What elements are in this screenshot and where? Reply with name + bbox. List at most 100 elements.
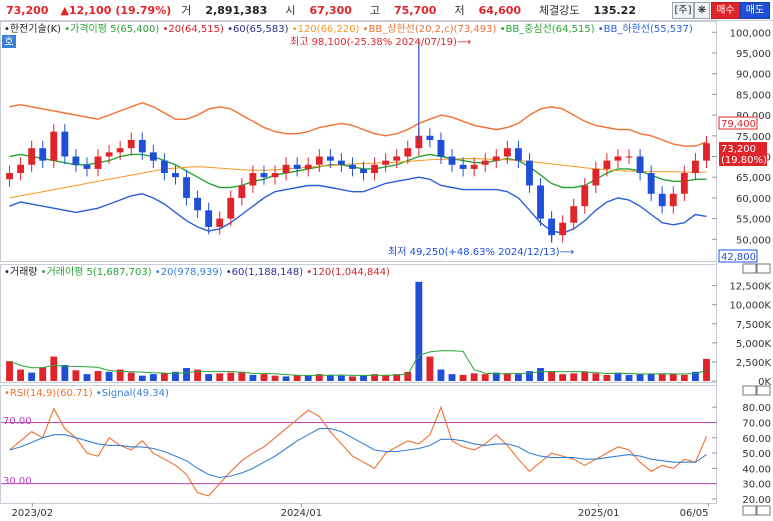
price-tick-label: 95,000	[736, 49, 771, 60]
volume-bar	[216, 373, 224, 381]
candle-body	[205, 210, 213, 227]
date-tick-label: 2023/02	[12, 508, 54, 519]
price-tick-label: 75,000	[736, 132, 771, 143]
candle-body	[570, 206, 578, 223]
quote-badge[interactable]	[2, 35, 16, 48]
volume-bar	[138, 375, 146, 381]
sell-button[interactable]: 매도	[740, 2, 770, 19]
candle-body	[393, 156, 401, 161]
date-tick-label: 06/05	[680, 508, 709, 519]
candle-body	[581, 185, 589, 207]
volume-bar	[603, 374, 611, 381]
price-series-line	[9, 158, 707, 199]
volume-bar	[360, 375, 367, 381]
volume-bar	[481, 374, 489, 381]
candle-body	[304, 164, 312, 169]
rsi-tick-label: 40.00	[742, 464, 771, 475]
volume-bar	[680, 374, 688, 381]
volume-legend: •거래량 •거래이평 5(1,687,703) •20(978,939) •60…	[4, 266, 390, 278]
volume-label: 거	[181, 4, 192, 17]
panel-frames	[0, 21, 717, 504]
candle-body	[426, 135, 434, 140]
upper-band-tag	[718, 116, 758, 130]
legend-entry: •거래량	[4, 266, 38, 278]
volume-bar	[647, 373, 655, 381]
volume-bar	[271, 375, 279, 381]
volume-bar	[503, 373, 511, 381]
close-icon[interactable]	[756, 505, 771, 516]
volume-bar	[459, 374, 467, 381]
close-icon[interactable]	[756, 263, 771, 274]
candle-body	[537, 185, 544, 219]
open-value: 67,300	[309, 3, 352, 17]
candle-body	[614, 156, 622, 161]
candle-body	[83, 164, 91, 169]
volume-bar	[669, 373, 677, 381]
max-price-note: 최고 98,100(-25.38% 2024/07/19)⟶	[290, 36, 471, 48]
open-label: 시	[285, 4, 296, 17]
volume-bar	[149, 374, 157, 381]
rsi-series-line	[9, 428, 707, 479]
price-change-pct: (19.79%)	[115, 3, 172, 17]
volume-bar	[61, 364, 69, 381]
date-tick-label: 2025/01	[578, 508, 620, 519]
lower-price-tag-text: 42,800	[721, 252, 756, 263]
minimize-icon[interactable]	[742, 263, 757, 274]
close-icon[interactable]	[756, 385, 771, 396]
volume-bar	[404, 371, 412, 381]
volume-bar	[105, 371, 113, 381]
volume-bar	[127, 372, 135, 381]
candle-body	[271, 173, 279, 178]
candle-body	[183, 177, 190, 198]
volume-ma-line	[9, 350, 707, 376]
minimize-icon[interactable]	[742, 505, 757, 516]
rsi-tick-label: 60.00	[742, 434, 771, 445]
candle-body	[636, 156, 644, 174]
volume-panel-controls[interactable]	[742, 385, 771, 396]
volume-bar	[227, 372, 235, 381]
minimize-icon[interactable]	[742, 385, 757, 396]
settings-star-button[interactable]: ❋	[694, 2, 710, 19]
volume-bar	[293, 374, 301, 381]
candle-body	[72, 156, 80, 165]
candle-body	[260, 173, 268, 178]
candle-body	[105, 152, 113, 157]
volume-bar	[448, 374, 456, 381]
rsi-panel-controls[interactable]	[742, 505, 771, 516]
candle-body	[149, 152, 157, 161]
price-tick-label: 60,000	[736, 194, 771, 205]
buy-button[interactable]: 매수	[711, 2, 740, 19]
candle-body	[514, 148, 522, 161]
volume-bar	[526, 371, 533, 381]
volume-bar	[72, 370, 80, 381]
volume-bar	[39, 367, 47, 381]
stock-type-button[interactable]: [주]	[672, 2, 694, 19]
legend-entry: •거래이평 5(1,687,703)	[38, 266, 152, 278]
candle-body	[658, 193, 666, 207]
volume-value: 2,891,383	[205, 3, 268, 17]
upper-band-tag-text: 79,400	[721, 119, 756, 130]
candle-body	[669, 193, 677, 207]
candle-body	[448, 156, 456, 165]
candle-body	[349, 164, 356, 169]
current-price: 73,200	[6, 3, 49, 17]
candle-body	[470, 164, 478, 169]
price-plot	[6, 40, 710, 243]
volume-bar	[691, 371, 699, 381]
low-value: 64,600	[478, 3, 522, 17]
candle-body	[360, 168, 367, 174]
legend-entry: •60(65,583)	[224, 24, 289, 35]
volume-bar	[326, 374, 334, 381]
candle-body	[50, 131, 58, 161]
rsi-series-line	[9, 405, 708, 497]
volume-bar	[83, 374, 91, 381]
price-panel-controls[interactable]	[742, 263, 771, 274]
strength-value: 135.22	[593, 3, 636, 17]
volume-bar	[470, 373, 478, 381]
current-price-tag-pct: (19.80%)	[721, 155, 767, 166]
price-tick-label: 55,000	[736, 215, 771, 226]
high-label: 고	[369, 4, 381, 17]
candle-body	[238, 185, 246, 198]
candle-body	[61, 131, 69, 157]
